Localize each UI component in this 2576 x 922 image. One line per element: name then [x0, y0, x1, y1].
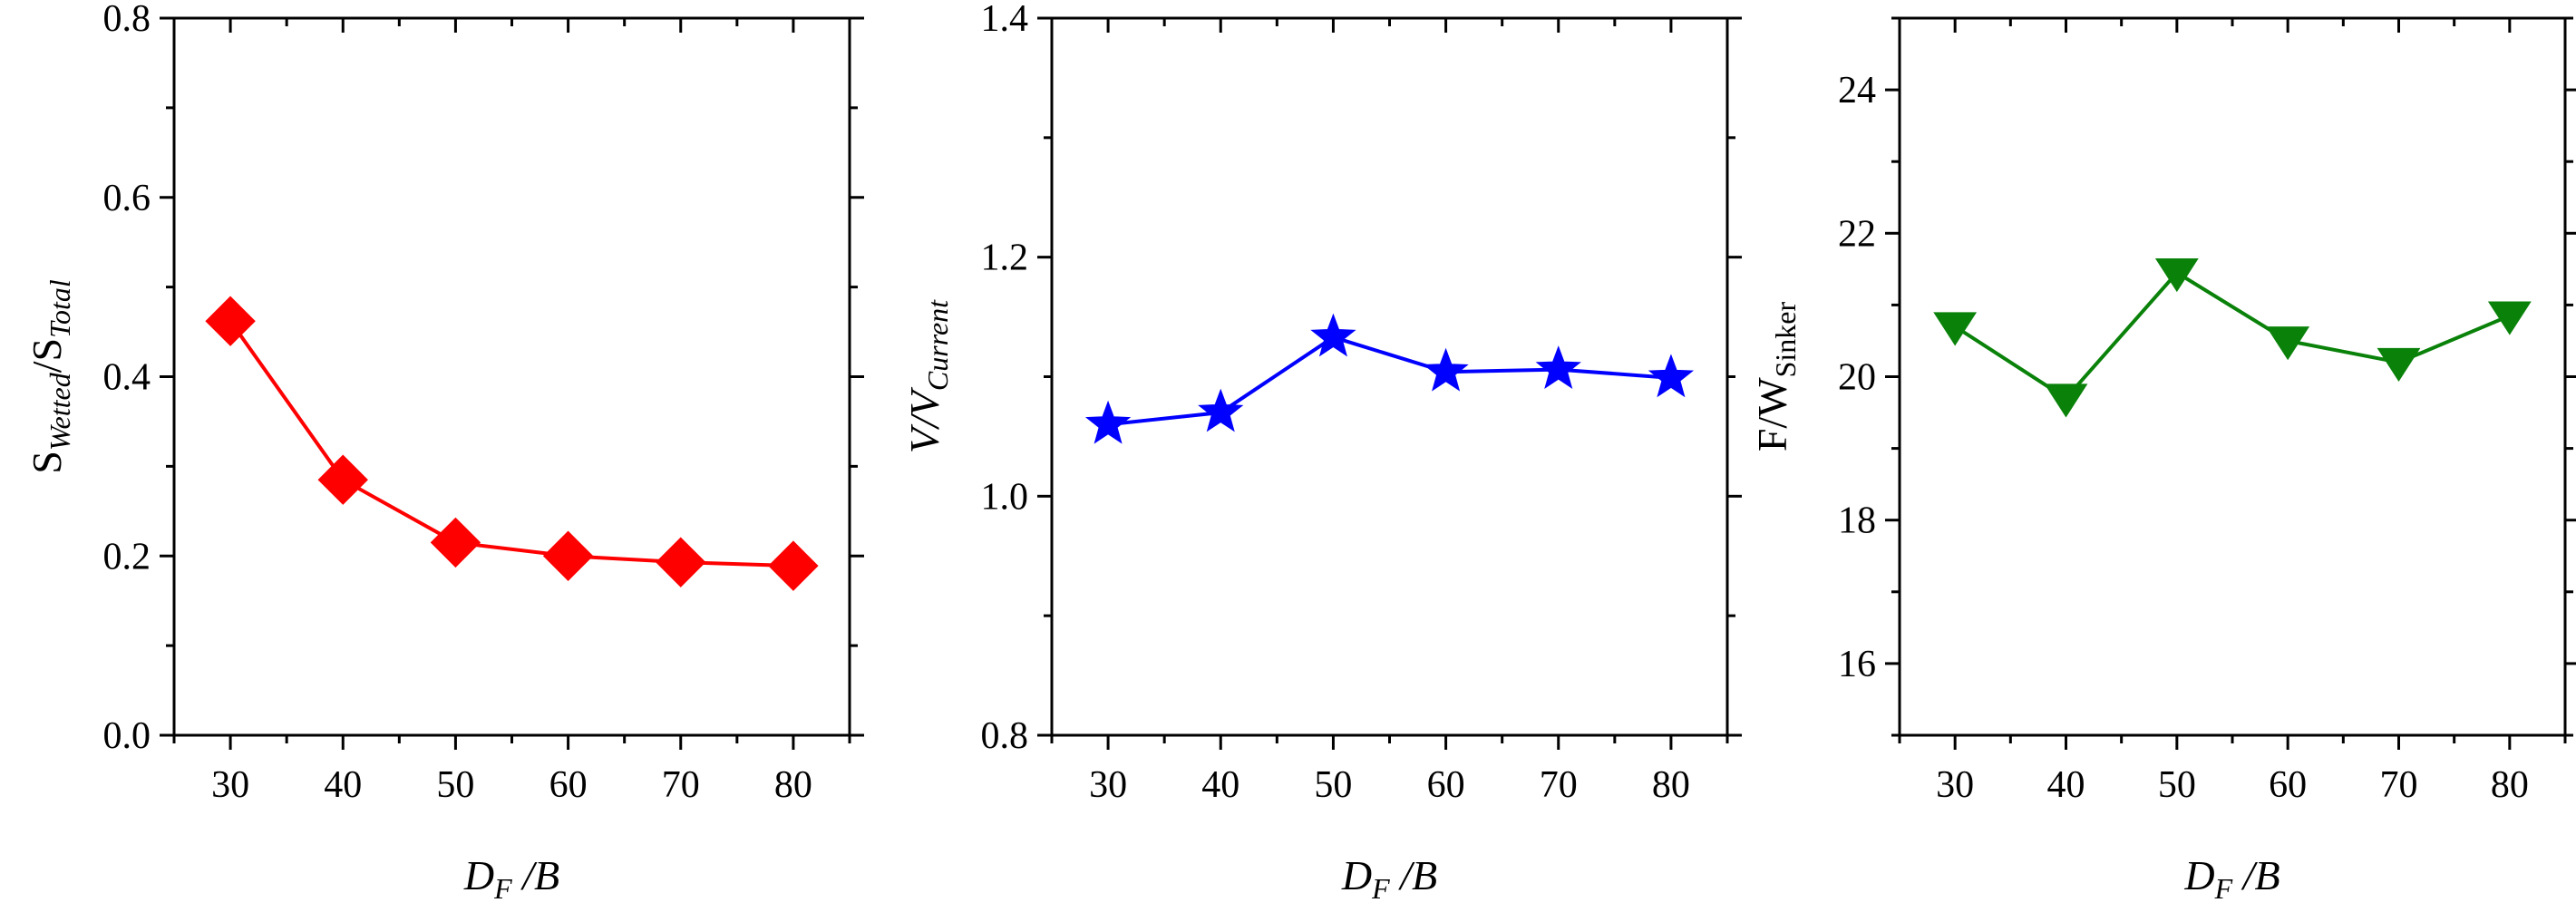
x-tick-label: 40	[1201, 764, 1239, 806]
x-tick-label: 60	[1427, 764, 1465, 806]
y-tick-label: 0.4	[103, 357, 151, 399]
y-tick-label: 1.4	[981, 0, 1029, 40]
data-point	[1423, 347, 1469, 392]
plot-frame	[1898, 16, 2567, 737]
x-tick-label: 80	[2491, 764, 2529, 806]
x-tick-label: 50	[2158, 764, 2196, 806]
data-point	[768, 540, 819, 591]
x-tick-label: 40	[2047, 764, 2085, 806]
x-tick-label: 60	[549, 764, 588, 806]
chart-panel-left: 30 40 50 60 70 80 0.0 0.2 0.4 0.6 0.8 DF /B SWetted/…	[24, 0, 864, 905]
y-tick-label: 0.6	[103, 178, 151, 219]
data-point	[2377, 347, 2421, 383]
x-tick-label: 40	[324, 764, 362, 806]
y-axis-label: SWetted/STotal	[24, 279, 76, 474]
data-point	[1535, 345, 1581, 389]
x-tick-label: 30	[1089, 764, 1127, 806]
data-point	[1084, 400, 1132, 444]
x-tick-label: 80	[774, 764, 812, 806]
plot-frame	[172, 16, 851, 737]
data-point	[656, 537, 706, 587]
data-point	[1648, 354, 1695, 398]
y-tick-label: 0.2	[103, 536, 151, 577]
x-tick-label: 30	[211, 764, 249, 806]
data-point	[1198, 388, 1244, 432]
data-point	[317, 454, 368, 505]
data-point	[2154, 258, 2199, 293]
y-tick-label: 16	[1838, 644, 1876, 685]
series-line	[1107, 335, 1672, 427]
x-tick-label: 50	[436, 764, 474, 806]
x-tick-label: 70	[2380, 764, 2418, 806]
y-axis-label: F/WSinker	[1749, 301, 1802, 451]
x-tick-label: 80	[1652, 764, 1690, 806]
x-axis-label: DF /B	[463, 852, 559, 905]
x-tick-label: 50	[1314, 764, 1352, 806]
x-tick-label: 30	[1936, 764, 1974, 806]
data-point	[205, 296, 256, 346]
data-point	[2487, 301, 2532, 335]
y-tick-label: 1.0	[981, 476, 1029, 518]
y-tick-label: 20	[1838, 357, 1876, 399]
chart-panel-middle: 30 40 50 60 70 80 0.8 1.0 1.2 1.4 DF /B V/VCurrent	[901, 0, 1742, 905]
y-tick-label: 18	[1838, 500, 1876, 542]
data-point	[1933, 312, 1978, 346]
data-point	[430, 517, 481, 568]
x-axis-label: DF /B	[2183, 852, 2280, 905]
y-tick-label: 24	[1838, 70, 1876, 112]
y-axis-label: V/VCurrent	[901, 299, 954, 453]
series-line	[1954, 270, 2511, 401]
x-tick-label: 70	[1540, 764, 1578, 806]
data-point	[2266, 326, 2310, 361]
x-tick-label: 60	[2269, 764, 2307, 806]
y-tick-label: 1.2	[981, 238, 1029, 279]
series-line	[228, 320, 793, 568]
y-tick-label: 0.8	[103, 0, 151, 40]
plot-frame	[1050, 16, 1729, 737]
x-axis-label: DF /B	[1341, 852, 1437, 905]
chart-panel-right: 30 40 50 60 70 80 16 18 20 22 24 DF /B F/WSinker	[1749, 16, 2576, 905]
x-tick-label: 70	[662, 764, 700, 806]
y-tick-label: 0.8	[981, 715, 1029, 757]
data-point	[1310, 313, 1356, 357]
data-point	[2044, 383, 2088, 418]
y-tick-label: 22	[1838, 213, 1876, 255]
y-tick-label: 0.0	[103, 715, 151, 757]
data-point	[542, 530, 594, 581]
